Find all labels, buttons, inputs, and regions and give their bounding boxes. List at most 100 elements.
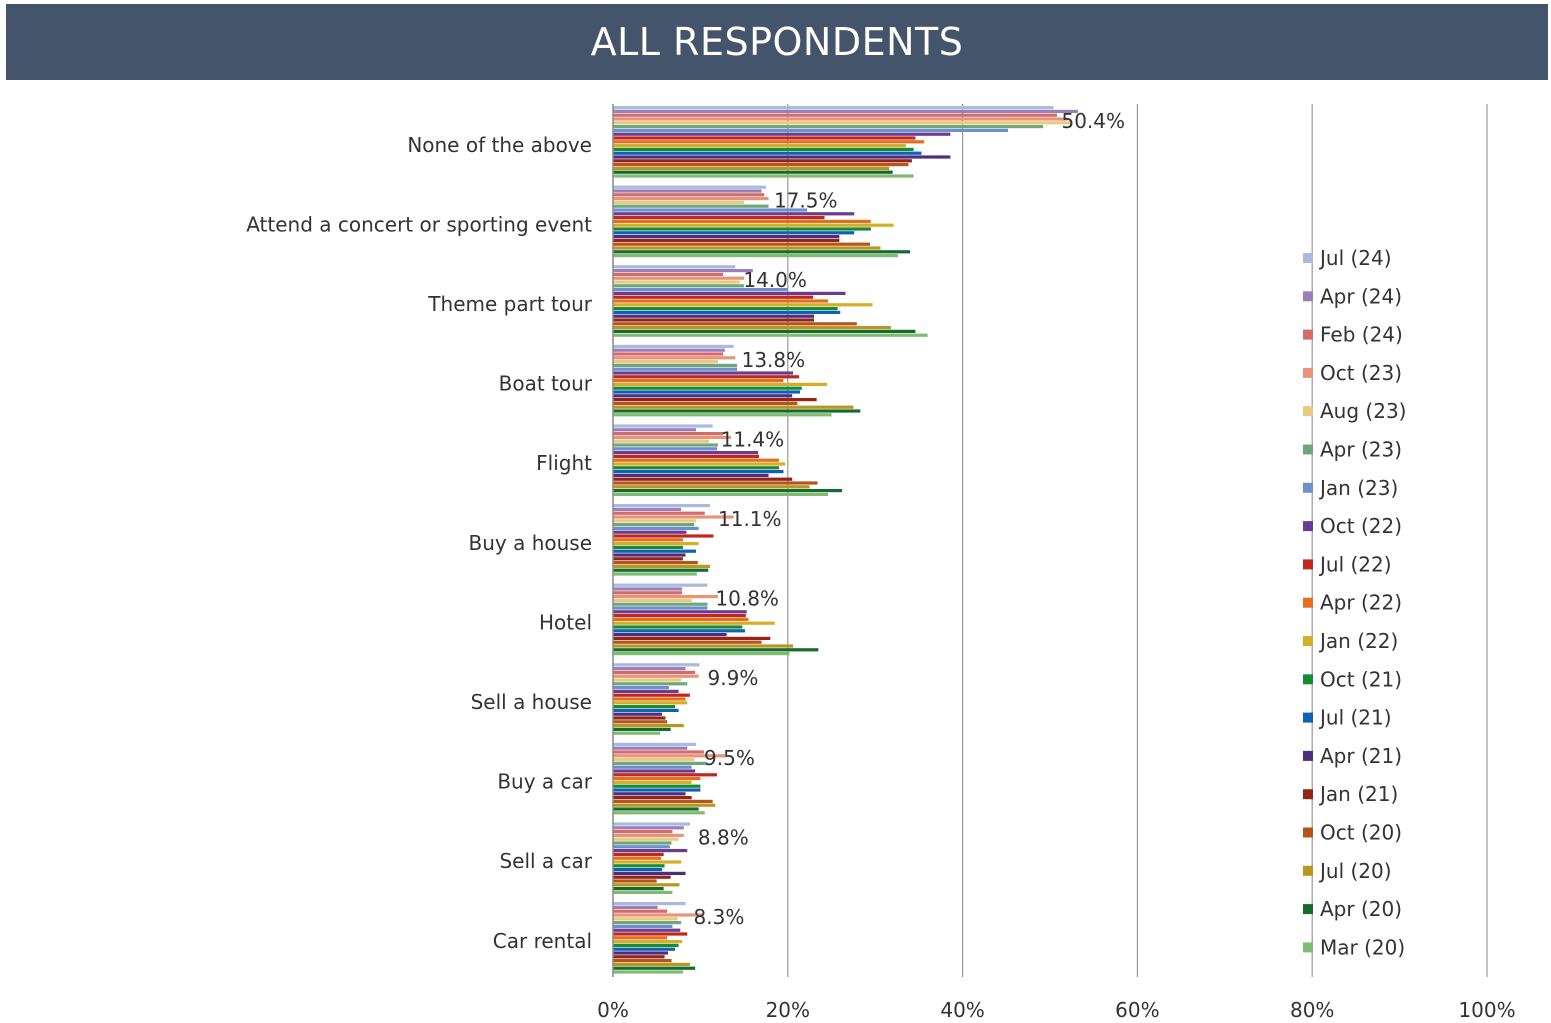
bar xyxy=(613,822,690,826)
bar xyxy=(613,477,793,481)
bar xyxy=(613,712,662,716)
bar xyxy=(613,212,855,216)
bar xyxy=(613,921,682,925)
legend-label: Apr (21) xyxy=(1320,744,1402,768)
bar xyxy=(613,587,683,591)
bar xyxy=(613,636,771,640)
bar xyxy=(613,561,698,565)
bar xyxy=(613,344,734,348)
bar xyxy=(613,216,825,220)
bar xyxy=(613,955,665,959)
x-tick-label: 40% xyxy=(940,998,984,1022)
bar xyxy=(613,644,794,648)
legend-swatch xyxy=(1303,329,1313,340)
legend-label: Mar (20) xyxy=(1320,935,1405,959)
legend-label: Jul (21) xyxy=(1318,706,1392,730)
legend-swatch xyxy=(1303,789,1313,800)
bar xyxy=(613,299,829,303)
bar xyxy=(613,367,738,371)
bar xyxy=(613,250,911,254)
bar xyxy=(613,276,745,280)
bar xyxy=(613,265,736,269)
bar xyxy=(613,159,912,163)
bar xyxy=(613,761,708,765)
legend-swatch xyxy=(1303,291,1313,302)
category-label: Buy a house xyxy=(468,531,592,555)
category-label: Theme part tour xyxy=(427,292,592,316)
bar xyxy=(613,633,727,637)
legend-swatch xyxy=(1303,712,1313,723)
data-label: 17.5% xyxy=(774,189,838,213)
bar xyxy=(613,905,658,909)
bar xyxy=(613,652,790,656)
bar xyxy=(613,932,688,936)
bar xyxy=(613,238,840,242)
legend-label: Jul (24) xyxy=(1318,246,1392,270)
bar xyxy=(613,140,925,144)
legend-swatch xyxy=(1303,559,1313,570)
bar xyxy=(613,333,928,337)
bar xyxy=(613,318,815,322)
bar xyxy=(613,830,673,834)
bar xyxy=(613,193,765,197)
bar xyxy=(613,837,679,841)
bar xyxy=(613,151,922,155)
bar xyxy=(613,132,951,136)
bar xyxy=(613,849,688,853)
bar xyxy=(613,648,819,652)
bar xyxy=(613,595,718,599)
bar xyxy=(613,390,801,394)
bar xyxy=(613,451,759,455)
category-label: Attend a concert or sporting event xyxy=(246,212,592,236)
bar xyxy=(613,235,840,239)
bar xyxy=(613,564,711,568)
bar xyxy=(613,583,708,587)
bar xyxy=(613,697,686,701)
bar xyxy=(613,864,665,868)
bar xyxy=(613,796,692,800)
bar xyxy=(613,742,697,746)
bar xyxy=(613,549,697,553)
bar xyxy=(613,621,775,625)
bar xyxy=(613,121,1072,125)
bar xyxy=(613,443,718,447)
data-label: 8.3% xyxy=(694,905,745,929)
bar xyxy=(613,917,678,921)
bar xyxy=(613,109,1078,113)
bar xyxy=(613,200,745,204)
bar xyxy=(613,875,671,879)
bar xyxy=(613,511,705,515)
bar xyxy=(613,303,873,307)
bar xyxy=(613,682,688,686)
data-label: 14.0% xyxy=(743,268,807,292)
chart-title: ALL RESPONDENTS xyxy=(590,20,964,64)
bar xyxy=(613,856,662,860)
bar xyxy=(613,329,916,333)
bar xyxy=(613,466,780,470)
bar xyxy=(613,542,699,546)
bar xyxy=(613,489,842,493)
bar xyxy=(613,667,686,671)
bar xyxy=(613,526,699,530)
bar xyxy=(613,811,705,815)
data-label: 11.1% xyxy=(718,507,782,531)
legend-swatch xyxy=(1303,521,1313,532)
bar xyxy=(613,401,798,405)
bar xyxy=(613,557,683,561)
bar xyxy=(613,242,870,246)
legend-swatch xyxy=(1303,904,1313,915)
bar xyxy=(613,291,846,295)
bar xyxy=(613,504,711,508)
bar xyxy=(613,936,668,940)
bar xyxy=(613,485,810,489)
bar xyxy=(613,356,736,360)
legend-swatch xyxy=(1303,444,1313,455)
data-label: 8.8% xyxy=(698,825,749,849)
bar xyxy=(613,686,669,690)
bar xyxy=(613,363,738,367)
bar xyxy=(613,924,673,928)
bar xyxy=(613,231,855,235)
bar xyxy=(613,625,743,629)
bar xyxy=(613,246,881,250)
